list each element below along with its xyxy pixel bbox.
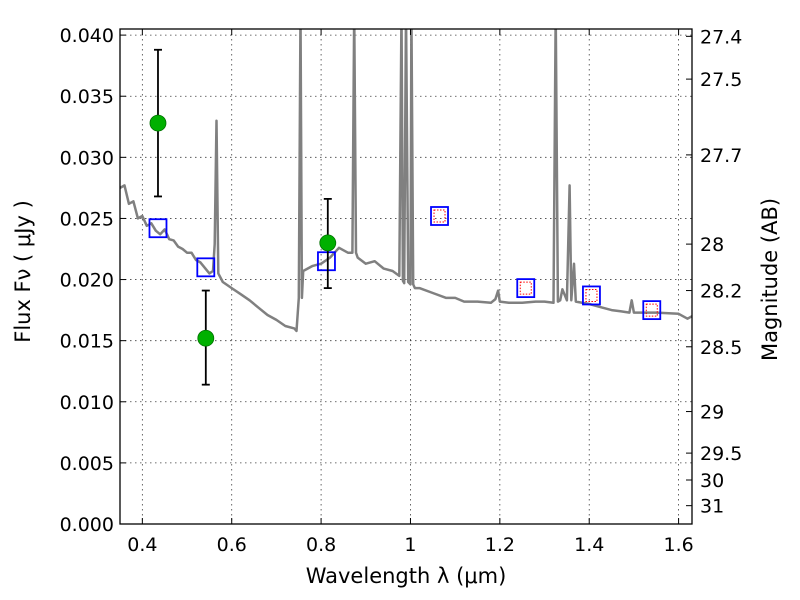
y-tick-label: 0.020 (60, 270, 114, 292)
x-tick-label: 1.6 (663, 534, 693, 556)
model-inner-box (585, 288, 598, 302)
model-inner-box (519, 281, 532, 295)
spectrum-series (120, 29, 692, 333)
measured-point (149, 114, 167, 132)
photometry-points (148, 48, 662, 386)
y-tick-label: 0.025 (60, 208, 114, 230)
right-tick-label: 28.5 (700, 337, 742, 359)
model-box (196, 257, 216, 278)
x-tick-label: 0.8 (306, 534, 336, 556)
x-axis-label: Wavelength λ (μm) (306, 564, 507, 588)
y-tick-label: 0.005 (60, 453, 114, 475)
right-tick-label: 27.7 (700, 145, 742, 167)
model-inner-box (645, 303, 658, 317)
model-box (430, 206, 449, 226)
model-inner-box (433, 209, 446, 223)
axis-ticks: 0.4 0.6 0.8 1 1.2 1.4 1.6 0.000 0.005 0.010 0.015 0… (60, 25, 743, 556)
x-tick-label: 0.6 (217, 534, 247, 556)
x-tick-label: 0.4 (127, 534, 157, 556)
right-tick-label: 27.4 (700, 26, 742, 48)
model-box (148, 218, 168, 239)
model-box (516, 278, 536, 299)
model-box (582, 285, 601, 306)
x-tick-label: 1.4 (574, 534, 604, 556)
y-tick-label: 0.010 (60, 392, 114, 414)
right-tick-label: 29.5 (700, 443, 742, 465)
right-tick-label: 31 (700, 496, 724, 518)
x-tick-label: 1.2 (485, 534, 515, 556)
model-box (642, 300, 662, 321)
model-box (317, 251, 336, 272)
right-tick-label: 29 (700, 402, 724, 424)
right-tick-label: 27.5 (700, 69, 742, 91)
y-tick-label: 0.030 (60, 147, 114, 169)
y-tick-label: 0.015 (60, 331, 114, 353)
measured-point (319, 234, 337, 252)
y-tick-label: 0.035 (60, 86, 114, 108)
right-tick-label: 30 (700, 470, 724, 492)
y-tick-label: 0.040 (60, 25, 114, 47)
y-axis-label: Flux Fν ( μJy ) (11, 200, 35, 343)
y-axis-right-label: Magnitude (AB) (758, 198, 782, 361)
spectrum-line (120, 29, 692, 333)
y-tick-label: 0.000 (60, 514, 114, 536)
x-tick-label: 1 (404, 534, 416, 556)
measured-point (197, 329, 215, 347)
right-tick-label: 28.2 (700, 281, 742, 303)
right-tick-label: 28 (700, 234, 724, 256)
plot-frame (119, 28, 693, 525)
